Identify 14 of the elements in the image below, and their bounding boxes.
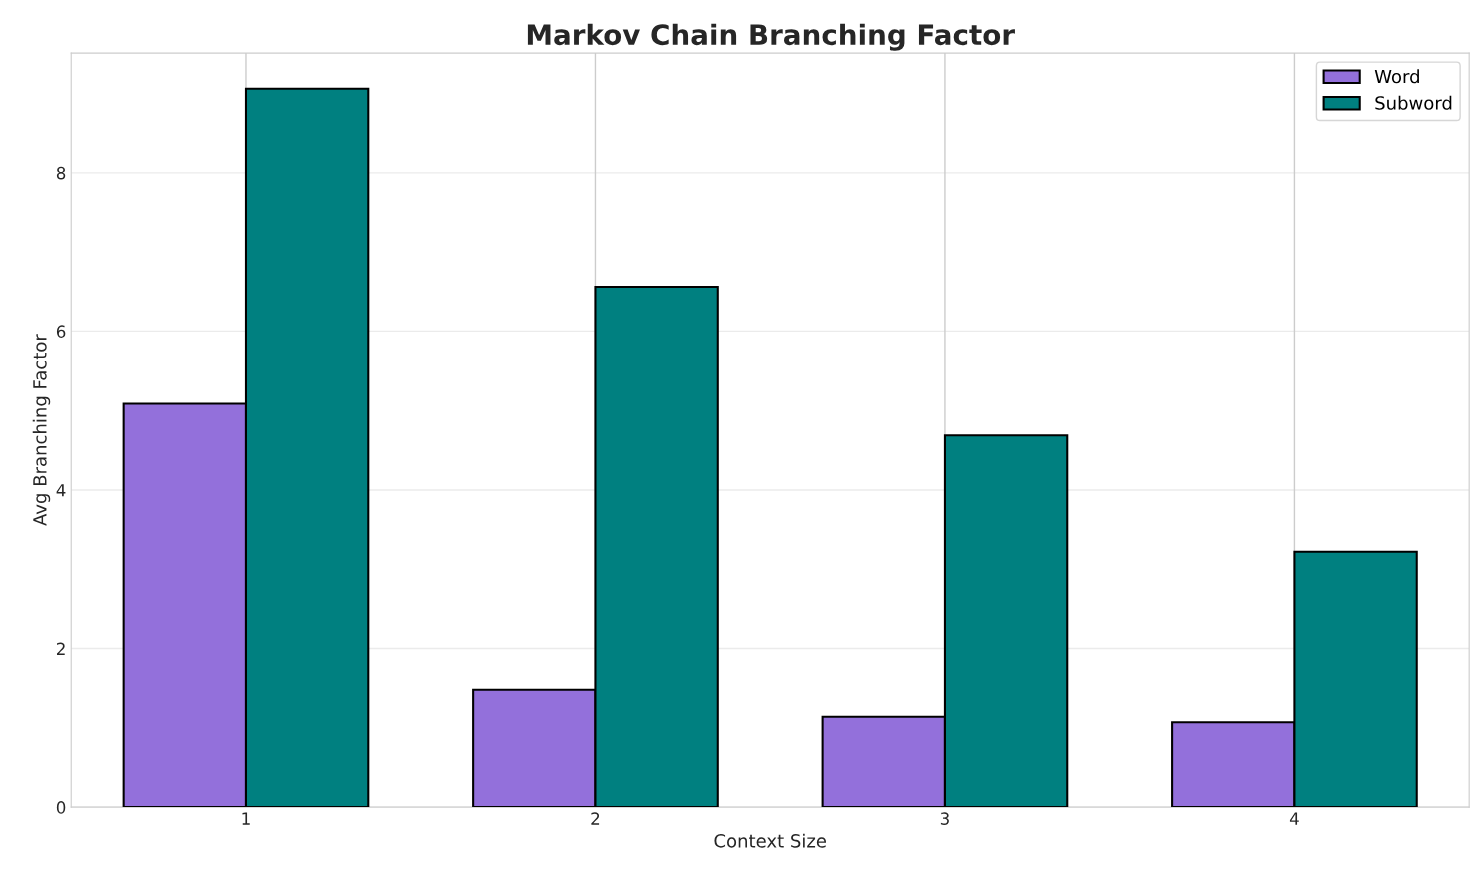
y-tick-label: 0 <box>56 801 66 814</box>
y-axis-title: Avg Branching Factor <box>32 334 51 526</box>
y-tick-label: 4 <box>56 484 66 497</box>
y-tick-label: 2 <box>56 642 65 655</box>
x-axis-title: Context Size <box>714 833 826 848</box>
x-tick-label: 4 <box>1289 812 1299 825</box>
x-tick-label: 3 <box>940 812 949 825</box>
y-tick-label: 6 <box>56 325 66 338</box>
chart-title: Markov Chain Branching Factor <box>527 23 1015 51</box>
x-tick-label: 2 <box>591 812 600 825</box>
y-tick-label: 8 <box>56 166 66 180</box>
legend-label: Word <box>1374 69 1419 84</box>
x-tick-label: 1 <box>242 812 250 825</box>
legend-label: Subword <box>1375 95 1452 110</box>
